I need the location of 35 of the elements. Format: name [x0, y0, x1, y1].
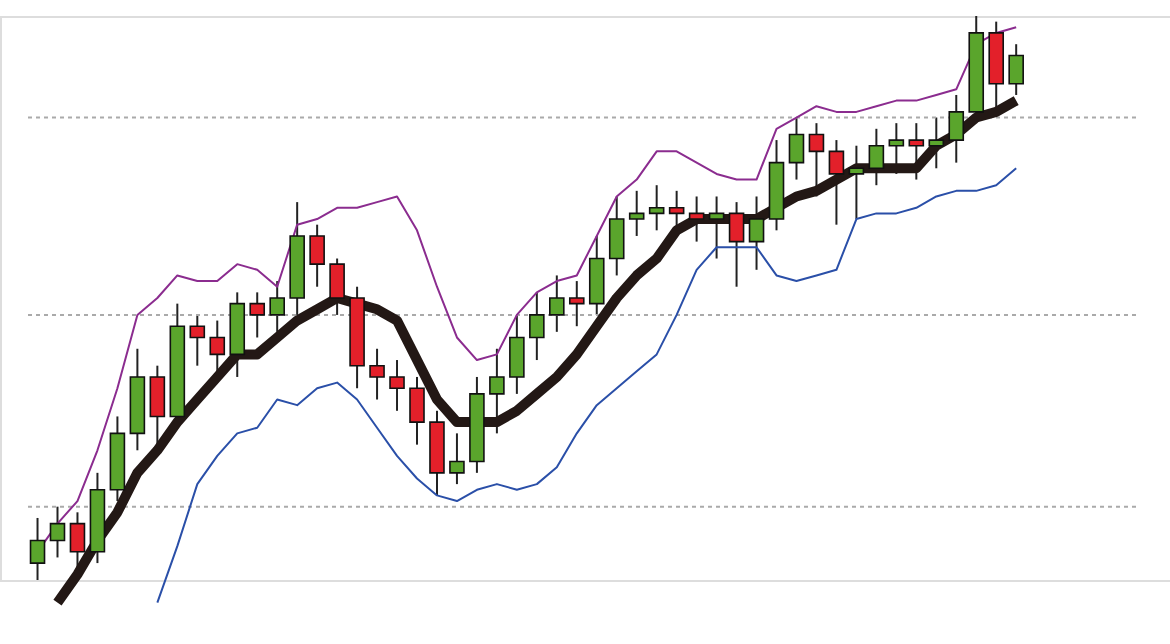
candlestick: [329, 257, 345, 316]
candlestick: [369, 347, 385, 401]
candlestick: [449, 432, 465, 486]
candlestick: [708, 195, 725, 260]
candlestick: [628, 189, 645, 237]
candlestick: [149, 364, 166, 446]
candlestick: [788, 116, 805, 181]
candlestick: [529, 291, 545, 362]
candlestick: [309, 223, 325, 288]
candlestick: [509, 313, 525, 395]
candlestick: [888, 122, 905, 175]
candlestick: [588, 234, 605, 316]
candlestick: [608, 195, 625, 277]
candlestick: [209, 319, 226, 373]
candlestick: [29, 516, 46, 581]
candlestick: [748, 195, 765, 271]
candlestick: [728, 201, 745, 288]
candlestick: [688, 195, 705, 243]
candlestick: [189, 313, 206, 367]
candlestick: [828, 139, 845, 226]
candlestick: [568, 280, 585, 328]
candlestick: [549, 274, 565, 333]
candlestick: [648, 184, 665, 232]
candlestick: [49, 505, 66, 559]
candlestick: [409, 375, 425, 446]
candlestick: [948, 93, 965, 164]
candlestick: [868, 127, 885, 187]
candlestick: [269, 280, 285, 333]
candlestick: [928, 116, 945, 170]
candlestick: [908, 122, 925, 181]
candlestick: [249, 291, 266, 339]
candlestick: [1008, 43, 1024, 96]
candlestick: [489, 347, 505, 435]
candlestick: [848, 144, 865, 221]
candlestick: [389, 359, 405, 412]
